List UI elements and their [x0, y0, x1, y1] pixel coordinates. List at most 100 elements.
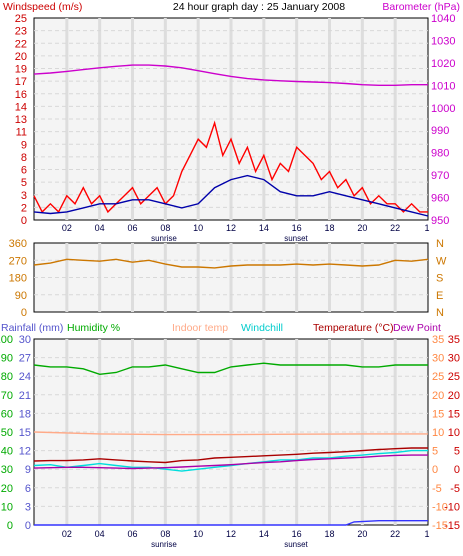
temp-tick-right-2: 20 — [448, 390, 460, 402]
temp-tick-right-1: 30 — [432, 353, 444, 365]
windspeed-axis-label: Windspeed (m/s) — [3, 1, 82, 13]
temp-tick-right-1: 20 — [432, 390, 444, 402]
rain-tick: 18 — [19, 408, 31, 420]
humidity-tick: 20 — [1, 483, 13, 495]
compass-tick: N — [436, 307, 444, 319]
temp-tick-right-2: 25 — [448, 371, 460, 383]
series-barometer-line — [33, 64, 428, 87]
sunset-label-bottom: sunset — [284, 540, 308, 549]
windspeed-tick: 0 — [21, 215, 27, 227]
compass-tick: N — [436, 238, 444, 250]
humidity-tick: 10 — [1, 501, 13, 513]
legend-windchill: Windchill — [241, 322, 283, 334]
barometer-tick: 950 — [431, 215, 449, 227]
humidity-tick: 90 — [1, 353, 13, 365]
windspeed-tick: 9 — [21, 139, 27, 151]
rain-tick: 24 — [19, 371, 31, 383]
barometer-tick: 960 — [431, 193, 449, 205]
series-gust-line — [33, 120, 428, 214]
series-dew-point-line — [33, 454, 428, 470]
rain-tick: 12 — [19, 446, 31, 458]
series-windspeed-line — [33, 174, 429, 217]
temp-tick-right-1: -5 — [432, 483, 442, 495]
legend-temperature: Temperature (°C) — [313, 322, 394, 334]
temp-tick-right-2: 35 — [448, 334, 460, 346]
compass-tick: E — [436, 290, 443, 302]
windspeed-tick: 11 — [16, 127, 27, 139]
rain-tick: 0 — [25, 520, 31, 532]
rain-tick: 27 — [19, 353, 31, 365]
panel-1-x-tick: 16 — [292, 223, 302, 233]
windspeed-tick: 5 — [21, 177, 27, 189]
series-wind-direction-line — [33, 258, 429, 269]
temp-tick-right-2: 30 — [448, 353, 460, 365]
panel-1-x-tick: 14 — [259, 223, 269, 233]
barometer-tick: 990 — [431, 125, 449, 137]
compass-tick: S — [436, 273, 443, 285]
legend-rainfall: Rainfall (mm) — [1, 322, 63, 334]
temp-tick-right-1: 10 — [432, 427, 444, 439]
windspeed-tick: 22 — [15, 38, 27, 50]
humidity-tick: 0 — [7, 520, 13, 532]
compass-tick: W — [436, 255, 447, 267]
chart-title: 24 hour graph day : 25 January 2008 — [173, 1, 345, 13]
windspeed-tick: 16 — [15, 89, 27, 101]
legend-indoor-temp: Indoor temp — [172, 322, 228, 334]
series-windchill-line — [33, 449, 428, 472]
panel-1-x-tick: 20 — [357, 223, 367, 233]
direction-tick: 360 — [9, 238, 27, 250]
panel-3-x-tick: 22 — [390, 529, 400, 539]
temp-tick-right-1: -15 — [432, 520, 448, 532]
windspeed-tick: 17 — [15, 76, 27, 88]
panel-1-x-tick: 10 — [193, 223, 203, 233]
panel-3-x-tick: 14 — [259, 529, 269, 539]
windspeed-tick: 20 — [15, 51, 27, 63]
humidity-tick: 70 — [1, 390, 13, 402]
temp-tick-right-1: 35 — [432, 334, 444, 346]
rain-tick: 9 — [25, 464, 31, 476]
windspeed-tick: 2 — [21, 202, 27, 214]
temp-tick-right-1: 25 — [432, 371, 444, 383]
panel-1-x-tick: 22 — [390, 223, 400, 233]
temp-tick-right-2: 0 — [454, 464, 460, 476]
x-end-label: 1 — [424, 223, 429, 233]
barometer-axis-label: Barometer (hPa) — [382, 1, 460, 13]
panel-1-x-tick: 08 — [160, 223, 170, 233]
barometer-tick: 1000 — [431, 103, 455, 115]
humidity-tick: 80 — [1, 371, 13, 383]
sunset-label: sunset — [284, 234, 308, 243]
temp-tick-right-1: 5 — [432, 446, 438, 458]
panel-1-x-tick: 02 — [62, 223, 72, 233]
windspeed-tick: 3 — [21, 190, 27, 202]
direction-tick: 0 — [21, 307, 27, 319]
humidity-tick: 50 — [1, 427, 13, 439]
x-end-label-bottom: 1 — [424, 529, 429, 539]
temp-tick-right-1: 15 — [432, 408, 444, 420]
direction-tick: 90 — [15, 290, 27, 302]
rain-tick: 21 — [19, 390, 31, 402]
temp-tick-right-2: 15 — [448, 408, 460, 420]
rain-tick: 30 — [19, 334, 31, 346]
sunrise-label-bottom: sunrise — [151, 540, 177, 549]
temp-tick-right-1: -10 — [432, 501, 448, 513]
direction-tick: 270 — [9, 255, 27, 267]
legend-humidity: Humidity % — [67, 322, 120, 334]
humidity-tick: 30 — [1, 464, 13, 476]
panel-3-x-tick: 10 — [193, 529, 203, 539]
panel-3-x-tick: 06 — [127, 529, 137, 539]
windspeed-tick: 14 — [15, 101, 27, 113]
panel-1-x-tick: 12 — [226, 223, 236, 233]
panel-1-x-tick: 18 — [324, 223, 334, 233]
panel-3-x-tick: 16 — [292, 529, 302, 539]
temp-tick-right-1: 0 — [432, 464, 438, 476]
panel-3-x-tick: 08 — [160, 529, 170, 539]
windspeed-tick: 25 — [15, 13, 27, 25]
humidity-tick: 60 — [1, 408, 13, 420]
barometer-tick: 1040 — [431, 13, 455, 25]
series-temperature-line — [33, 447, 428, 464]
series-indoor-temp-line — [33, 431, 428, 436]
panel-3-x-tick: 12 — [226, 529, 236, 539]
windspeed-tick: 13 — [15, 114, 27, 126]
panel-3-x-tick: 18 — [324, 529, 334, 539]
temp-tick-right-2: -10 — [444, 501, 460, 513]
